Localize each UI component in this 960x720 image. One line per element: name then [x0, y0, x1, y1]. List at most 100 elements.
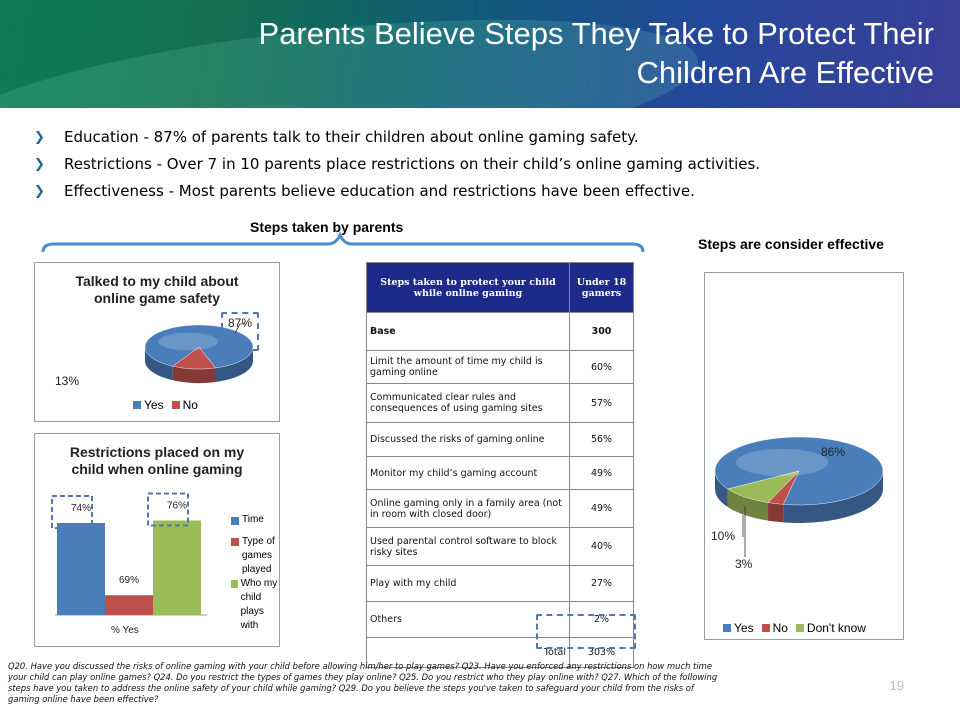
table-cell-value: 49%: [569, 489, 634, 528]
table-header-row: Steps taken to protect your child while …: [366, 262, 634, 313]
talked-chart-title: Talked to my child about online game saf…: [35, 273, 279, 307]
table-row: Monitor my child’s gaming account 49%: [366, 456, 634, 490]
bar-category-label: % Yes: [111, 625, 139, 636]
bar-data-label: 76%: [167, 501, 187, 512]
bullet-item: ❯ Restrictions - Over 7 in 10 parents pl…: [32, 151, 932, 178]
legend-label: Don't know: [806, 621, 866, 635]
table-cell-value: 300: [569, 312, 634, 351]
legend-label-line: with: [240, 620, 259, 631]
table-row: Discussed the risks of gaming online 56%: [366, 422, 634, 457]
slide-header: Parents Believe Steps They Take to Prote…: [0, 0, 960, 108]
legend-item: Who my child plays with: [231, 577, 279, 633]
chevron-right-icon: ❯: [34, 184, 45, 199]
restrictions-chart-title: Restrictions placed on my child when onl…: [35, 444, 279, 478]
bullet-list: ❯ Education - 87% of parents talk to the…: [32, 124, 932, 205]
bar-data-label: 69%: [119, 575, 139, 586]
pie-leader-line: [234, 323, 245, 334]
legend-swatch: [231, 580, 238, 588]
talked-chart-panel: Talked to my child about online game saf…: [34, 262, 280, 422]
restrictions-chart-legend: Time Type of games played Who my child p…: [231, 514, 279, 633]
table-cell-value: 56%: [569, 422, 634, 457]
table-header-cell: Under 18 gamers: [569, 262, 634, 313]
legend-label-line: Who my: [240, 578, 278, 589]
effective-chart-legend: Yes No Don't know: [723, 621, 866, 635]
table-cell-value: 49%: [569, 456, 634, 490]
table-row: Communicated clear rules and consequence…: [366, 383, 634, 423]
pie-slice-side-yes: [215, 347, 253, 382]
table-row: Limit the amount of time my child is gam…: [366, 350, 634, 384]
legend-label: Yes: [144, 398, 164, 412]
steps-table: Steps taken to protect your child while …: [366, 262, 634, 668]
table-cell-label: Base: [366, 312, 570, 351]
legend-label-line: played: [242, 564, 272, 575]
bullet-text: Restrictions - Over 7 in 10 parents plac…: [64, 155, 761, 173]
chart-title-line: Restrictions placed on my: [69, 444, 245, 460]
legend-item: No: [171, 398, 198, 412]
table-cell-label: Monitor my child’s gaming account: [366, 456, 570, 490]
pie-slice-dont-know: [727, 470, 800, 503]
legend-label-line: Type of: [242, 536, 275, 547]
legend-label-line: child plays: [240, 592, 264, 617]
pie-slice-side-yes: [783, 471, 883, 523]
table-cell-value: 27%: [569, 565, 634, 602]
legend-item: No: [761, 621, 788, 635]
pie-slice-side-no: [172, 366, 216, 383]
pie-slice-side-yes: [715, 471, 728, 508]
legend-swatch: [231, 538, 239, 546]
pie-label-yes: 87%: [228, 316, 253, 330]
table-cell-label: Play with my child: [366, 565, 570, 602]
table-header-cell: Steps taken to protect your child while …: [366, 262, 570, 313]
table-row: Used parental control software to block …: [366, 527, 634, 566]
table-cell-label: Discussed the risks of gaming online: [366, 422, 570, 457]
legend-label: Who my child plays with: [241, 577, 279, 633]
talked-chart-legend: Yes No: [133, 398, 198, 412]
chart-title-line: Talked to my child about: [75, 273, 239, 289]
chart-title-line: child when online gaming: [71, 461, 243, 477]
legend-swatch: [761, 624, 770, 632]
chevron-right-icon: ❯: [34, 157, 45, 172]
effective-pie-chart: [714, 436, 884, 557]
slide-title-line-2: Children Are Effective: [636, 55, 934, 90]
steps-taken-label: Steps taken by parents: [250, 219, 404, 235]
bar-data-label: 74%: [71, 503, 91, 514]
restrictions-bar-chart: 74% 69% 76%: [51, 492, 207, 616]
restrictions-chart-panel: Restrictions placed on my child when onl…: [34, 433, 280, 647]
chevron-right-icon: ❯: [34, 130, 45, 145]
highlight-box: [51, 495, 93, 529]
highlight-box: [536, 614, 636, 649]
table-cell-value: 2%: [569, 601, 634, 638]
table-cell-value: 60%: [569, 350, 634, 384]
legend-swatch: [795, 624, 804, 632]
bar-3: [153, 520, 201, 615]
table-cell-value: 57%: [569, 383, 634, 423]
bullet-item: ❯ Effectiveness - Most parents believe e…: [32, 178, 932, 205]
table-cell-value: 40%: [569, 527, 634, 566]
legend-label: Yes: [734, 621, 754, 635]
legend-swatch: [723, 624, 731, 632]
table-row-base: Base 300: [366, 312, 634, 351]
table-row: Online gaming only in a family area (not…: [366, 489, 634, 528]
legend-item: Don't know: [795, 621, 866, 635]
pie-slice-yes: [144, 324, 254, 369]
legend-label-line: Time: [242, 514, 264, 525]
legend-label: No: [772, 621, 788, 635]
bar-2: [105, 595, 153, 615]
legend-label-line: games: [242, 550, 273, 561]
pie-slice-side-yes: [145, 347, 173, 381]
legend-item: Type of games played: [231, 535, 275, 577]
bullet-text: Education - 87% of parents talk to their…: [64, 128, 639, 146]
legend-swatch: [133, 401, 141, 409]
chart-title-line: online game safety: [93, 290, 221, 306]
legend-swatch: [171, 401, 180, 409]
legend-label: Time: [242, 514, 264, 525]
bar-1: [57, 523, 105, 615]
pie-slice-side-no: [768, 502, 784, 523]
pie-label-yes: 86%: [821, 445, 846, 459]
legend-label: Type of games played: [242, 535, 275, 577]
pie-label-dont-know: 10%: [711, 529, 736, 543]
slide-title: Parents Believe Steps They Take to Prote…: [74, 14, 934, 92]
pie-slice-no: [172, 346, 216, 370]
table-cell-label: Used parental control software to block …: [366, 527, 570, 566]
talked-pie-chart: [144, 323, 254, 383]
bullet-item: ❯ Education - 87% of parents talk to the…: [32, 124, 932, 151]
